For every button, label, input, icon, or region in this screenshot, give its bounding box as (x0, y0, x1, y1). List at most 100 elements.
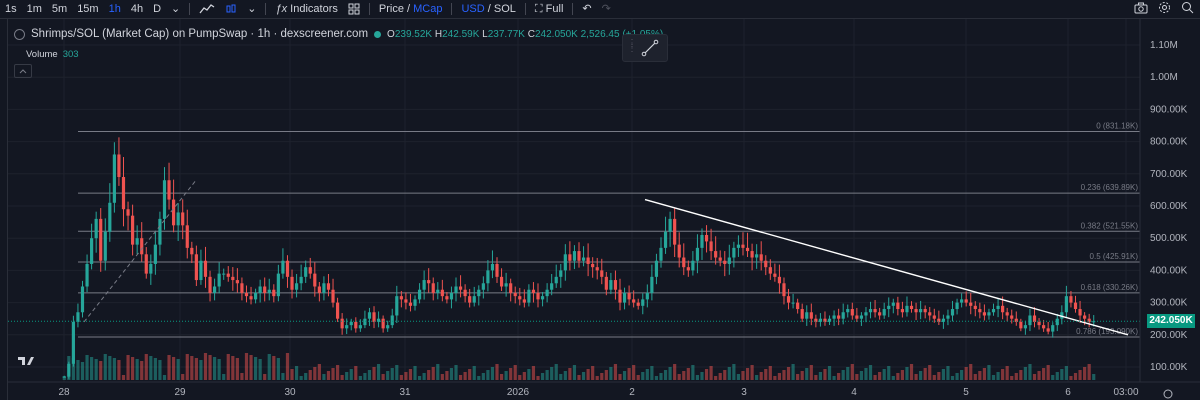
settings-gear-icon[interactable] (1158, 1, 1171, 17)
volume-bar (386, 371, 390, 380)
candle-body (832, 315, 836, 319)
interval-4h[interactable]: 4h (130, 3, 144, 15)
candle-body (850, 309, 854, 316)
downtrend-line[interactable] (644, 198, 1129, 336)
indicators-label: Indicators (290, 3, 338, 15)
volume-bar (527, 369, 531, 380)
price-option[interactable]: Price (378, 3, 404, 15)
interval-1s[interactable]: 1s (5, 3, 17, 15)
volume-bar (172, 357, 176, 380)
usd-option[interactable]: USD (461, 3, 485, 15)
candle-body (732, 247, 736, 258)
candle-body (199, 260, 203, 281)
collapse-legend-icon[interactable] (14, 28, 25, 40)
interval-15m[interactable]: 15m (77, 3, 99, 15)
volume-bar (832, 376, 836, 380)
volume-bar (240, 373, 244, 380)
volume-bar (190, 356, 194, 380)
candle-body (153, 244, 157, 264)
candle-body (978, 309, 982, 313)
axis-settings-icon[interactable] (1163, 389, 1173, 399)
divider (524, 3, 526, 15)
volume-bar (841, 370, 845, 380)
dashed-trendline[interactable] (83, 179, 197, 323)
volume-bar (659, 373, 663, 380)
volume-bar (796, 374, 800, 380)
candle-body (117, 154, 121, 178)
fullscreen-button[interactable]: ⛶ Full (530, 0, 569, 18)
indicators-button[interactable]: ƒx Indicators (270, 0, 342, 18)
volume-bar (905, 367, 909, 380)
chevron-down-icon[interactable]: ⌄ (171, 3, 181, 15)
drag-handle-icon[interactable]: ⋮ ⋮ (627, 38, 637, 54)
volume-bar (181, 374, 185, 380)
mcap-option[interactable]: MCap (413, 3, 443, 15)
interval-1m[interactable]: 1m (26, 3, 42, 15)
volume-bar (755, 375, 759, 380)
quick-search-icon[interactable] (1181, 1, 1194, 17)
candle-body (645, 292, 649, 300)
price-axis-tick: 800.00K (1150, 137, 1188, 148)
trendline-tool-icon[interactable] (641, 39, 659, 57)
collapse-panes-button[interactable] (14, 64, 32, 78)
fib-level-label: 0.236 (639.89K) (1081, 183, 1139, 192)
camera-icon[interactable] (1134, 2, 1148, 17)
candle-body (363, 318, 367, 326)
candle-body (1060, 312, 1064, 319)
sol-option[interactable]: SOL (493, 3, 516, 15)
candle-body (413, 299, 417, 306)
candle-body (390, 315, 394, 326)
volume-bar (600, 373, 604, 380)
candle-body (723, 260, 727, 264)
undo-icon[interactable]: ↶ (582, 3, 592, 15)
candle-body (67, 363, 71, 377)
candle-body (468, 296, 472, 303)
volume-bar (745, 368, 750, 380)
drawing-toolbar[interactable]: ⋮ ⋮ (622, 34, 668, 62)
candle-body (203, 260, 208, 277)
divider (189, 3, 191, 15)
candle-body (709, 241, 713, 252)
volume-bar (99, 361, 103, 380)
ohlc-high: 242.59K (442, 28, 480, 40)
volume-bar (709, 366, 713, 380)
volume-bar (732, 364, 736, 380)
line-chart-icon[interactable] (194, 0, 220, 18)
candle-body (777, 276, 782, 284)
currency-toggle[interactable]: USD / SOL (456, 0, 520, 18)
candle-body (1014, 318, 1018, 322)
candle-body (240, 283, 244, 293)
candle-body (481, 283, 485, 290)
volume-bar (741, 371, 745, 380)
candle-body (987, 312, 991, 316)
candle-body (568, 254, 572, 261)
ohlc-open: 239.52K (394, 28, 433, 40)
volume-bar (226, 354, 230, 380)
redo-icon[interactable]: ↷ (601, 3, 611, 15)
volume-bar (304, 373, 308, 380)
volume-bar (1051, 375, 1055, 380)
price-chart[interactable]: 0 (831.18K) 0.236 (639.89K) 0.382 (521.55K… (0, 19, 1200, 400)
candle-body (563, 254, 567, 271)
volume-bar (445, 371, 449, 380)
volume-bar (317, 364, 321, 380)
interval-5m[interactable]: 5m (51, 3, 68, 15)
candle-body (823, 318, 827, 322)
volume-bar (991, 375, 996, 380)
candle-chart-icon[interactable] (220, 0, 242, 18)
layouts-grid-icon[interactable] (343, 0, 365, 18)
candle-body (181, 212, 185, 226)
candle-body (85, 263, 89, 287)
price-mcap-toggle[interactable]: Price / MCap (374, 0, 448, 18)
volume-bar (969, 364, 973, 380)
volume-bar (1001, 369, 1005, 380)
volume-bar (777, 373, 782, 380)
interval-1h[interactable]: 1h (108, 3, 121, 15)
candle-body (768, 267, 772, 274)
chevron-down-icon[interactable]: ⌄ (247, 3, 257, 15)
candle-body (422, 280, 426, 290)
interval-D[interactable]: D (153, 3, 162, 15)
divider (265, 3, 267, 15)
tradingview-logo[interactable] (18, 357, 34, 365)
volume-bar (71, 358, 75, 380)
